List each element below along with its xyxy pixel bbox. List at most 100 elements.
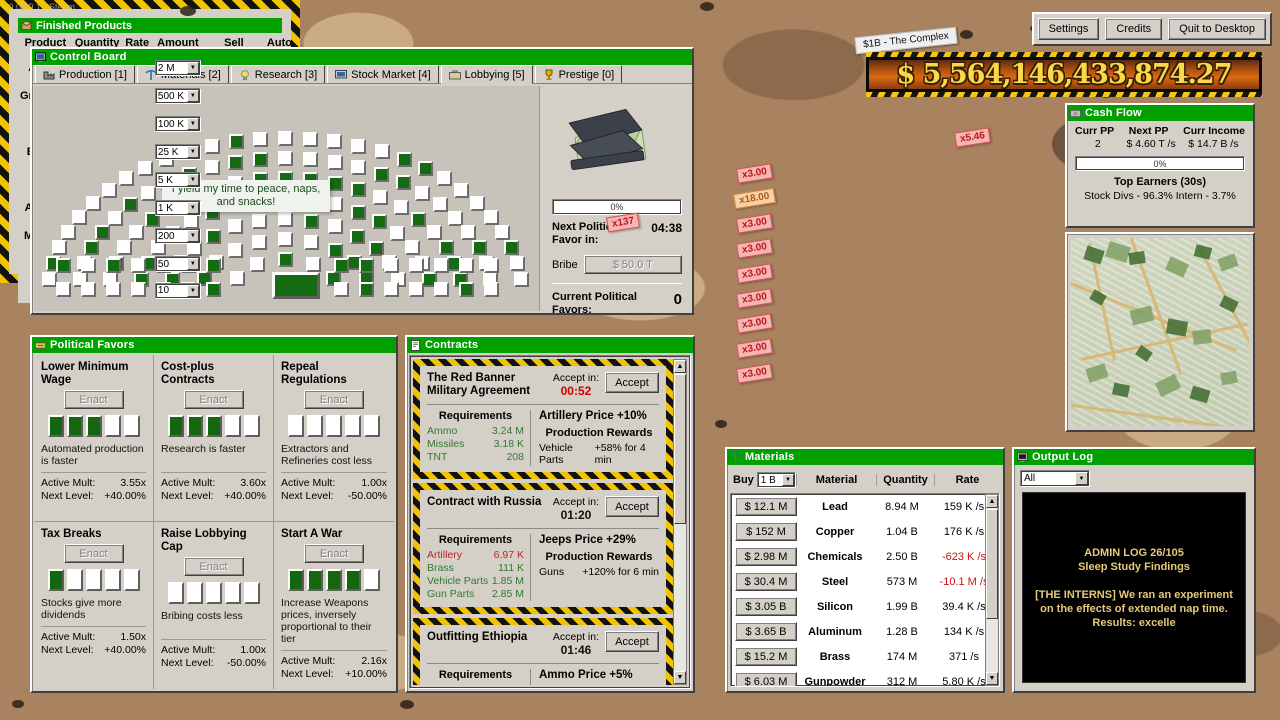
tab-lobbying[interactable]: Lobbying [5] [440,65,533,84]
congress-seat[interactable] [305,257,321,273]
congress-seat[interactable] [436,171,452,187]
congress-seat[interactable] [204,138,220,154]
favor-card-start-a-war[interactable]: Start A War Enact Increase Weapons price… [274,522,394,689]
congress-seat[interactable] [101,183,117,199]
amount-dropdown[interactable]: 100 K ▼ [154,116,201,132]
congress-seat[interactable] [359,258,374,273]
congress-seat[interactable] [426,225,442,241]
congress-seat[interactable] [84,240,100,256]
tab-production[interactable]: Production [1] [35,65,135,83]
favor-card-tax-breaks[interactable]: Tax Breaks Enact Stocks give more divide… [34,522,154,689]
congress-seat[interactable] [432,197,448,213]
congress-seat[interactable] [278,231,293,247]
scrollbar-thumb[interactable] [674,374,686,524]
buy-material-button[interactable]: $ 6.03 M [735,672,797,686]
contract-card[interactable]: Outfitting Ethiopia Accept in: 01:46 Acc… [413,618,673,685]
congress-seat[interactable] [228,155,244,170]
congress-seat[interactable] [350,228,366,244]
congress-seat[interactable] [448,210,464,226]
congress-seat[interactable] [396,151,412,167]
favor-card-repeal-regulations[interactable]: Repeal Regulations Enact Extractors and … [274,355,394,522]
congress-seat[interactable] [368,240,384,256]
congress-seat[interactable] [252,213,268,229]
amount-dropdown[interactable]: 50 ▼ [154,256,201,272]
settings-button[interactable]: Settings [1037,18,1100,40]
congress-seat[interactable] [484,282,499,297]
congress-seat[interactable] [278,151,293,166]
enact-button[interactable]: Enact [183,390,244,409]
congress-seat[interactable] [372,214,388,230]
congress-seat[interactable] [227,242,243,258]
chevron-down-icon[interactable]: ▼ [186,174,199,186]
log-filter-dropdown[interactable]: All ▼ [1020,470,1090,487]
congress-seat[interactable] [81,282,96,297]
congress-seat[interactable] [471,240,487,256]
congress-seat[interactable] [85,195,101,211]
accept-contract-button[interactable]: Accept [605,372,659,393]
chevron-down-icon[interactable]: ▼ [186,202,199,214]
congress-seat[interactable] [373,189,389,205]
congress-seat[interactable] [328,242,344,258]
congress-seat[interactable] [503,240,519,256]
contracts-scrollbar[interactable]: ▲ ▼ [673,359,687,685]
congress-seat[interactable] [390,226,406,242]
congress-seat[interactable] [359,282,374,297]
accept-contract-button[interactable]: Accept [605,631,659,652]
amount-dropdown[interactable]: 1 K ▼ [154,200,201,216]
contract-card[interactable]: Contract with Russia Accept in: 01:20 Ac… [413,483,673,614]
congress-seat[interactable] [253,152,269,167]
congress-seat[interactable] [459,258,474,273]
congress-seat[interactable] [304,234,320,250]
amount-dropdown[interactable]: 2 M ▼ [154,60,201,76]
congress-seat[interactable] [94,224,110,240]
congress-seat[interactable] [422,272,438,288]
congress-seat[interactable] [81,258,96,273]
congress-seat[interactable] [206,282,221,297]
buy-material-button[interactable]: $ 30.4 M [735,572,797,591]
congress-seat[interactable] [409,258,424,273]
congress-seat[interactable] [123,197,139,213]
materials-list[interactable]: $ 12.1 M Lead 8.94 M 159 K /s $ 152 M Co… [730,493,1000,687]
bribe-button[interactable]: $ 50.0 T [583,255,682,274]
congress-seat[interactable] [411,211,427,227]
congress-seat[interactable] [227,219,243,235]
congress-seat[interactable] [404,240,420,256]
congress-seat[interactable] [334,282,349,297]
congress-seat[interactable] [251,234,267,250]
congress-seat[interactable] [106,258,121,273]
scroll-down-icon[interactable]: ▼ [674,671,686,684]
congress-seat[interactable] [278,211,293,227]
congress-seat[interactable] [41,272,57,288]
buy-material-button[interactable]: $ 152 M [735,522,797,541]
scrollbar-thumb[interactable] [986,509,998,619]
congress-seat[interactable] [434,282,449,297]
accept-contract-button[interactable]: Accept [605,496,659,517]
scroll-up-icon[interactable]: ▲ [986,495,998,508]
chevron-down-icon[interactable]: ▼ [186,146,199,158]
congress-seat[interactable] [206,258,221,273]
congress-seat[interactable] [119,171,135,187]
chevron-down-icon[interactable]: ▼ [186,258,199,270]
congress-seat[interactable] [393,200,409,215]
congress-seat[interactable] [374,144,390,160]
chevron-down-icon[interactable]: ▼ [186,230,199,242]
chevron-down-icon[interactable]: ▼ [1075,472,1088,485]
enact-button[interactable]: Enact [63,544,124,563]
congress-seat[interactable] [327,134,343,150]
contract-card[interactable]: The Red Banner Military Agreement Accept… [413,359,673,479]
buy-amount-dropdown[interactable]: 1 B ▼ [756,472,796,488]
congress-seat[interactable] [351,159,367,175]
chevron-down-icon[interactable]: ▼ [186,118,199,130]
congress-seat[interactable] [106,282,121,297]
congress-seat[interactable] [325,270,341,286]
materials-scrollbar[interactable]: ▲ ▼ [985,494,999,686]
congress-seat[interactable] [56,282,71,297]
podium[interactable] [272,272,320,299]
congress-seat[interactable] [107,210,123,226]
congress-seat[interactable] [409,282,424,297]
buy-material-button[interactable]: $ 3.05 B [735,597,797,616]
congress-seat[interactable] [334,258,349,273]
congress-seat[interactable] [129,225,145,241]
congress-seat[interactable] [302,131,318,147]
congress-seat[interactable] [484,258,499,273]
